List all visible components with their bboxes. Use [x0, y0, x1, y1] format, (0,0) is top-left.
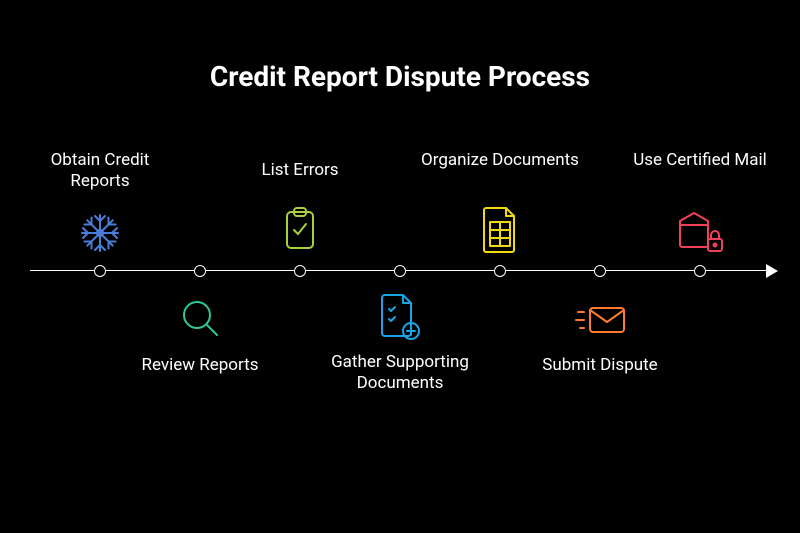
snowflake-icon [70, 203, 130, 263]
document-plus-icon [370, 286, 430, 346]
timeline-node [194, 265, 206, 277]
timeline-node [494, 265, 506, 277]
timeline-node [694, 265, 706, 277]
step-label: Gather Supporting Documents [320, 352, 480, 395]
spreadsheet-icon [470, 200, 530, 260]
timeline-node [94, 265, 106, 277]
clipboard-check-icon [270, 200, 330, 260]
package-lock-icon [670, 202, 730, 262]
step-label: Submit Dispute [520, 355, 680, 376]
step-label: List Errors [220, 160, 380, 181]
step-label: Organize Documents [420, 150, 580, 171]
magnifier-icon [170, 288, 230, 348]
step-label: Use Certified Mail [620, 150, 780, 171]
axis-arrowhead [766, 264, 778, 278]
timeline-diagram: { "title": "Credit Report Dispute Proces… [0, 0, 800, 533]
diagram-title: Credit Report Dispute Process [0, 60, 800, 93]
timeline-node [594, 265, 606, 277]
step-label: Obtain Credit Reports [20, 150, 180, 193]
send-mail-icon [570, 290, 630, 350]
timeline-node [294, 265, 306, 277]
step-label: Review Reports [120, 355, 280, 376]
timeline-node [394, 265, 406, 277]
